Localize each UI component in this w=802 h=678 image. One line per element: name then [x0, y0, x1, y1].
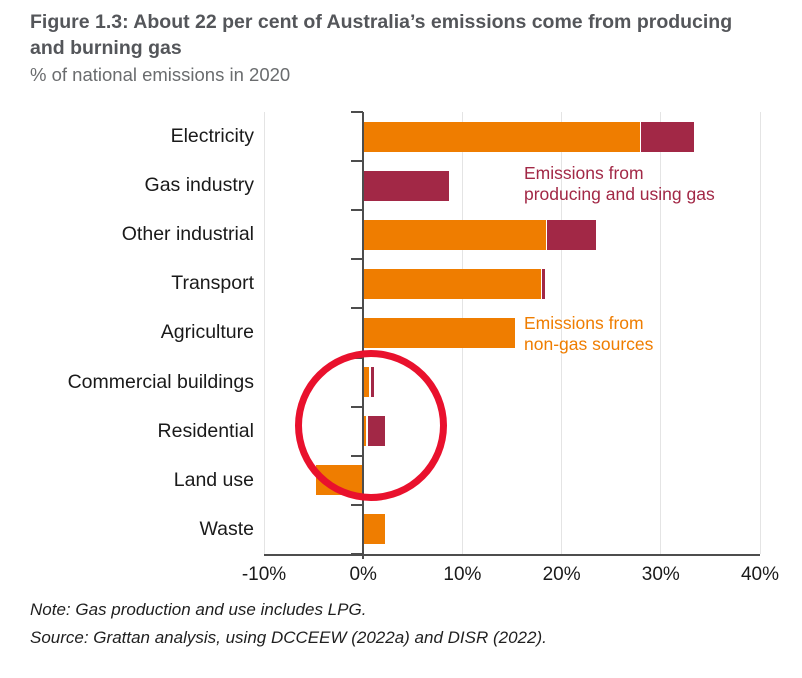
gridline-20	[561, 112, 563, 554]
bar-segment-gas	[547, 219, 597, 250]
category-label: Electricity	[170, 125, 254, 148]
x-tick-label: 30%	[641, 564, 680, 585]
figure-source: Source: Grattan analysis, using DCCEEW (…	[30, 628, 547, 647]
category-label: Residential	[157, 419, 254, 442]
category-label: Commercial buildings	[67, 370, 254, 393]
bar-segment-gas	[542, 268, 545, 299]
y-axis-tick	[351, 258, 364, 260]
gridline-30	[660, 112, 662, 554]
y-axis-tick	[351, 504, 364, 506]
gas-legend-label: Emissions from producing and using gas	[524, 163, 715, 205]
non-gas-legend-label: Emissions from non-gas sources	[524, 313, 653, 355]
x-tick-label: 0%	[349, 564, 377, 585]
y-axis-tick	[351, 307, 364, 309]
bar-segment-non-gas	[363, 514, 385, 545]
legend-text-line: producing and using gas	[524, 184, 715, 204]
bar-segment-non-gas	[363, 219, 546, 250]
y-axis-tick	[351, 111, 364, 113]
category-label: Transport	[171, 272, 254, 295]
legend-text-line: Emissions from	[524, 163, 644, 183]
x-tick-label: -10%	[241, 564, 287, 585]
category-label: Waste	[199, 517, 254, 540]
category-label: Land use	[173, 468, 254, 491]
y-axis-tick	[351, 553, 364, 555]
x-axis-line	[264, 554, 760, 556]
bar-segment-non-gas	[363, 121, 640, 152]
category-label: Agriculture	[160, 321, 254, 344]
y-axis-tick	[351, 160, 364, 162]
x-tick-label: 40%	[740, 564, 780, 585]
highlight-circle-annotation	[295, 350, 447, 501]
legend-text-line: Emissions from	[524, 313, 644, 333]
figure-title: Figure 1.3: About 22 per cent of Austral…	[30, 11, 733, 59]
bar-segment-non-gas	[363, 268, 541, 299]
category-label: Gas industry	[144, 174, 254, 197]
x-axis-zero-line	[362, 112, 365, 559]
bar-segment-non-gas	[363, 318, 515, 348]
figure-note: Note: Gas production and use includes LP…	[30, 600, 367, 619]
category-label: Other industrial	[121, 223, 254, 246]
chart-area: Emissions from producing and using gas E…	[0, 111, 802, 612]
x-tick-label: 20%	[542, 564, 581, 585]
bar-segment-gas	[641, 121, 694, 152]
bar-segment-gas	[364, 170, 450, 201]
x-tick-label: 10%	[443, 564, 482, 585]
figure-subtitle: % of national emissions in 2020	[30, 64, 291, 85]
y-axis-tick	[351, 209, 364, 211]
gridline--10	[263, 112, 265, 554]
legend-text-line: non-gas sources	[524, 334, 654, 354]
gridline-40	[759, 112, 761, 554]
